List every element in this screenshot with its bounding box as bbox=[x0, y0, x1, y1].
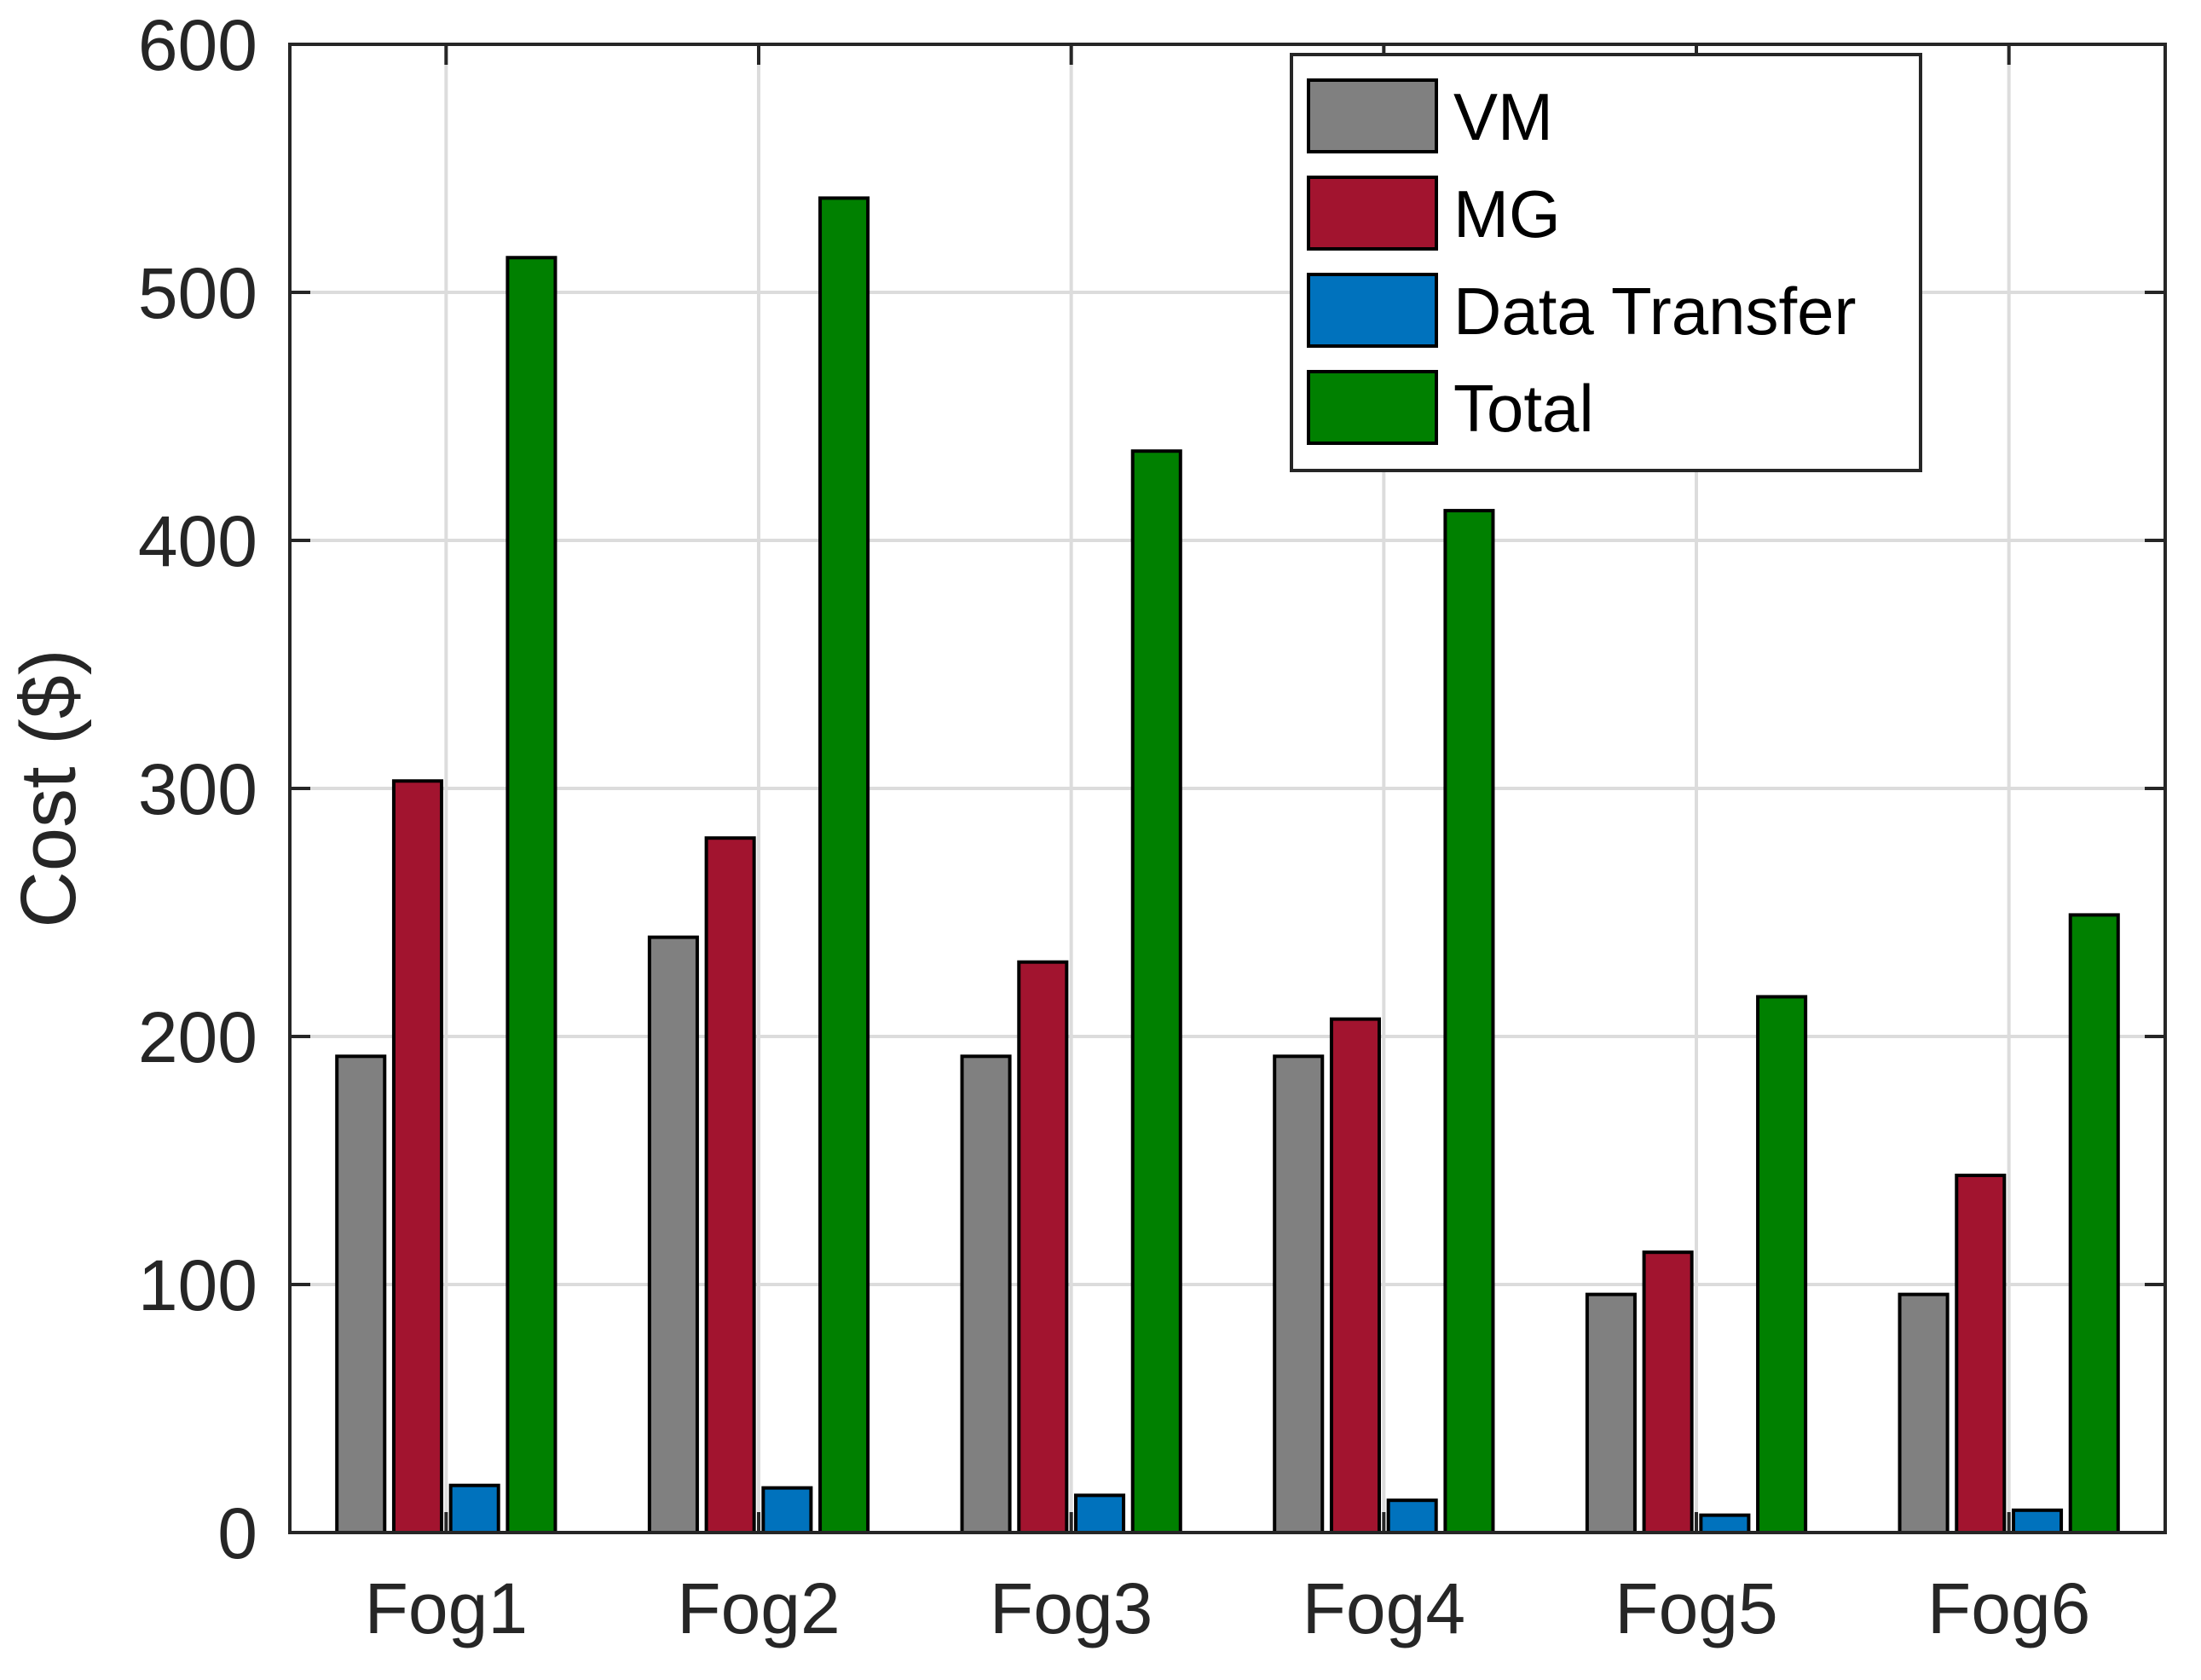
legend-swatch-mg bbox=[1307, 176, 1438, 251]
legend-swatch-vm bbox=[1307, 78, 1438, 153]
bar-vm-fog5 bbox=[1585, 1292, 1637, 1534]
bar-data-transfer-fog1 bbox=[448, 1483, 500, 1534]
bar-total-fog2 bbox=[818, 196, 870, 1534]
x-tick-label-fog1: Fog1 bbox=[365, 1568, 528, 1648]
bar-mg-fog1 bbox=[391, 779, 443, 1534]
bar-data-transfer-fog6 bbox=[2012, 1508, 2064, 1535]
legend-label-mg: MG bbox=[1453, 176, 1561, 251]
y-tick-label: 0 bbox=[217, 1493, 257, 1573]
bars bbox=[335, 196, 2120, 1535]
bar-mg-fog2 bbox=[704, 836, 756, 1534]
bar-mg-fog6 bbox=[1955, 1173, 2007, 1534]
bar-vm-fog2 bbox=[647, 935, 699, 1534]
bar-vm-fog4 bbox=[1273, 1054, 1325, 1534]
x-tick-label-fog5: Fog5 bbox=[1615, 1568, 1777, 1648]
y-tick-label: 100 bbox=[138, 1245, 257, 1325]
bar-data-transfer-fog5 bbox=[1699, 1513, 1751, 1535]
x-tick-label-fog3: Fog3 bbox=[990, 1568, 1152, 1648]
legend-label-total: Total bbox=[1453, 371, 1594, 446]
legend-label-vm: VM bbox=[1453, 79, 1553, 154]
y-axis-label: Cost ($) bbox=[5, 649, 92, 927]
tick-labels: 0 100 200 300 400 500 600 Fog1 Fog2 Fog3 Fog4 Fog5 F… bbox=[138, 5, 2091, 1648]
y-tick-label: 300 bbox=[138, 749, 257, 829]
x-tick-label-fog6: Fog6 bbox=[1927, 1568, 2090, 1648]
bar-data-transfer-fog2 bbox=[761, 1486, 813, 1534]
bar-total-fog1 bbox=[505, 256, 557, 1534]
bar-data-transfer-fog4 bbox=[1386, 1498, 1438, 1535]
x-tick-label-fog4: Fog4 bbox=[1303, 1568, 1465, 1648]
bar-mg-fog5 bbox=[1642, 1250, 1694, 1535]
bar-mg-fog3 bbox=[1017, 960, 1069, 1534]
bar-total-fog5 bbox=[1756, 995, 1808, 1534]
x-tick-label-fog2: Fog2 bbox=[677, 1568, 840, 1648]
legend-label-data-transfer: Data Transfer bbox=[1453, 274, 1857, 349]
y-tick-label: 600 bbox=[138, 5, 257, 85]
legend: VM MG Data Transfer Total bbox=[1290, 53, 1922, 472]
grid-lines bbox=[290, 44, 2165, 1533]
bar-data-transfer-fog3 bbox=[1074, 1493, 1126, 1534]
bar-vm-fog1 bbox=[335, 1054, 387, 1534]
bar-total-fog6 bbox=[2068, 913, 2120, 1535]
bar-vm-fog3 bbox=[960, 1054, 1012, 1534]
bar-vm-fog6 bbox=[1898, 1292, 1950, 1534]
y-tick-label: 500 bbox=[138, 253, 257, 333]
y-tick-label: 200 bbox=[138, 997, 257, 1077]
legend-swatch-total bbox=[1307, 370, 1438, 445]
bar-mg-fog4 bbox=[1329, 1017, 1381, 1534]
bar-total-fog3 bbox=[1130, 449, 1182, 1534]
y-tick-label: 400 bbox=[138, 501, 257, 581]
legend-swatch-data-transfer bbox=[1307, 273, 1438, 348]
bar-total-fog4 bbox=[1443, 509, 1495, 1535]
